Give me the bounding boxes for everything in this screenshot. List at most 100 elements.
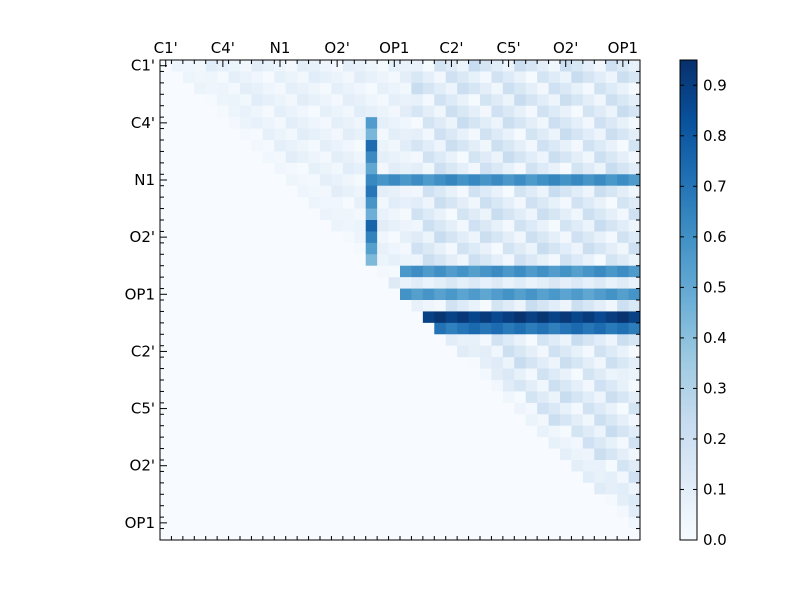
heatmap-cell <box>228 254 241 267</box>
heatmap-cell <box>262 322 275 335</box>
heatmap-cell <box>502 254 515 267</box>
heatmap-cell <box>205 482 218 495</box>
heatmap-cell <box>594 357 607 369</box>
heatmap-cell <box>365 460 378 472</box>
heatmap-cell <box>491 105 504 118</box>
heatmap-cell <box>354 105 367 118</box>
heatmap-cell <box>514 517 527 529</box>
heatmap-cell <box>468 185 481 198</box>
heatmap-cell <box>411 425 424 438</box>
x-tick-label: O2' <box>324 39 349 57</box>
heatmap-cell <box>320 242 332 255</box>
heatmap-cell <box>480 185 492 198</box>
heatmap-cell <box>548 174 561 187</box>
heatmap-cell <box>628 71 641 84</box>
heatmap-cell <box>560 402 572 415</box>
heatmap-cell <box>320 414 332 427</box>
heatmap-cell <box>240 425 252 438</box>
heatmap-cell <box>582 174 595 187</box>
heatmap-cell <box>422 208 435 221</box>
heatmap-cell <box>445 288 458 301</box>
heatmap-cell <box>182 402 195 415</box>
heatmap-cell <box>468 82 481 95</box>
heatmap-cell <box>594 322 607 335</box>
heatmap-cell <box>457 380 469 392</box>
heatmap-cell <box>308 197 321 209</box>
heatmap-cell <box>445 231 458 244</box>
heatmap-cell <box>342 197 355 209</box>
heatmap-cell <box>240 254 252 267</box>
heatmap-cell <box>388 197 401 209</box>
heatmap-cell <box>605 140 618 152</box>
heatmap-cell <box>560 277 572 289</box>
heatmap-cell <box>605 380 618 392</box>
heatmap-cell <box>285 380 298 392</box>
heatmap-cell <box>571 300 584 312</box>
heatmap-cell <box>537 322 549 335</box>
heatmap-cell <box>628 391 641 404</box>
heatmap-cell <box>274 380 287 392</box>
heatmap-cell <box>354 277 367 289</box>
heatmap-cell <box>388 71 401 84</box>
heatmap-cell <box>445 437 458 449</box>
x-tick-label: N1 <box>270 39 291 57</box>
heatmap-cell <box>240 277 252 289</box>
heatmap-cell <box>537 460 549 472</box>
heatmap-cell <box>445 71 458 84</box>
heatmap-cell <box>228 460 241 472</box>
heatmap-cell <box>628 220 641 232</box>
heatmap-cell <box>548 334 561 347</box>
heatmap-cell <box>160 311 172 324</box>
heatmap-cell <box>411 380 424 392</box>
heatmap-cell <box>628 311 641 324</box>
heatmap-cell <box>285 140 298 152</box>
heatmap-cell <box>285 288 298 301</box>
heatmap-cell <box>525 517 538 529</box>
heatmap-cell <box>274 151 287 164</box>
heatmap-cell <box>514 494 527 507</box>
heatmap-cell <box>285 322 298 335</box>
heatmap-cell <box>491 414 504 427</box>
heatmap-cell <box>411 117 424 129</box>
heatmap-cell <box>377 494 389 507</box>
heatmap-cell <box>628 94 641 107</box>
heatmap-cell <box>308 402 321 415</box>
heatmap-cell <box>422 517 435 529</box>
heatmap-cell <box>331 71 344 84</box>
heatmap-cell <box>582 128 595 141</box>
heatmap-cell <box>548 140 561 152</box>
heatmap-cell <box>605 117 618 129</box>
heatmap-cell <box>617 277 629 289</box>
heatmap-cell <box>582 414 595 427</box>
heatmap-cell <box>171 288 184 301</box>
heatmap-cell <box>491 117 504 129</box>
heatmap-cell <box>445 277 458 289</box>
heatmap-cell <box>582 185 595 198</box>
heatmap-cell <box>320 300 332 312</box>
heatmap-cell <box>354 117 367 129</box>
heatmap-cell <box>537 265 549 278</box>
heatmap-cell <box>422 334 435 347</box>
heatmap-cell <box>194 242 207 255</box>
heatmap-cell <box>525 414 538 427</box>
heatmap-cell <box>217 185 229 198</box>
heatmap-cell <box>182 117 195 129</box>
heatmap-cell <box>537 425 549 438</box>
heatmap-cell <box>274 334 287 347</box>
heatmap-cell <box>205 105 218 118</box>
heatmap-cell <box>377 185 389 198</box>
heatmap-cell <box>331 334 344 347</box>
heatmap-cell <box>537 300 549 312</box>
heatmap-cell <box>297 94 309 107</box>
heatmap-cell <box>240 505 252 518</box>
heatmap-cell <box>411 345 424 358</box>
heatmap-cell <box>308 345 321 358</box>
heatmap-cell <box>422 162 435 175</box>
heatmap-cell <box>411 448 424 461</box>
heatmap-cell <box>320 505 332 518</box>
heatmap-cell <box>514 368 527 381</box>
heatmap-cell <box>331 265 344 278</box>
heatmap-cell <box>571 208 584 221</box>
heatmap-cell <box>308 288 321 301</box>
